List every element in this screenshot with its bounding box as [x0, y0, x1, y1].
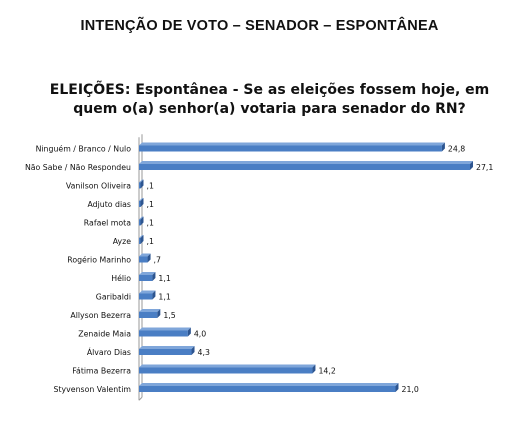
bar-side-face [187, 327, 191, 337]
bar [139, 182, 141, 189]
bar [139, 349, 192, 355]
bar-top-face [139, 364, 316, 368]
y-axis-floor-line [138, 396, 143, 401]
bar-side-face [140, 198, 144, 207]
bar-top-face [139, 235, 144, 238]
data-label: 1,1 [158, 274, 170, 283]
category-label: Styvenson Valentim [54, 385, 131, 394]
bar-side-face [312, 364, 316, 374]
bar-side-face [395, 383, 399, 392]
chart-title-line-2: quem o(a) senhor(a) votaria para senador… [73, 101, 466, 117]
data-label: ,1 [147, 219, 154, 228]
data-label: 4,0 [194, 330, 206, 339]
data-label: ,1 [147, 182, 154, 191]
bar-side-face [157, 309, 161, 318]
chart-title: ELEIÇÕES: Espontânea - Se as eleições fo… [40, 81, 499, 119]
data-label: 4,3 [198, 348, 210, 357]
bar-top-face [139, 327, 191, 331]
bar [139, 312, 158, 318]
bar-top-face [139, 161, 473, 164]
bar-side-face [441, 142, 445, 152]
data-label: 1,5 [163, 311, 175, 320]
bar-top-face [139, 253, 151, 257]
category-label: Álvaro Dias [87, 348, 131, 357]
bar-side-face [140, 216, 144, 226]
bar [139, 256, 148, 263]
data-label: 24,8 [448, 145, 465, 154]
data-label: ,7 [154, 256, 161, 265]
bar [139, 293, 153, 300]
bar-side-face [140, 179, 144, 189]
data-label: 21,0 [401, 385, 418, 394]
category-label: Ninguém / Branco / Nulo [36, 145, 132, 154]
bar [139, 367, 313, 374]
data-label: 1,1 [158, 293, 170, 302]
category-label: Não Sabe / Não Respondeu [25, 163, 131, 172]
bar [139, 164, 470, 170]
bar [139, 201, 141, 207]
bar [139, 275, 153, 281]
category-label: Garibaldi [96, 293, 131, 302]
bar [139, 386, 396, 392]
bar-top-face [139, 198, 144, 201]
category-label: Ayze [113, 237, 132, 246]
bar [139, 330, 188, 337]
bar-top-face [139, 346, 195, 349]
category-label: Fátima Bezerra [72, 367, 131, 376]
category-label: Rogério Marinho [67, 256, 131, 265]
category-label: Hélio [111, 274, 131, 283]
bar-top-face [139, 216, 144, 220]
bar-side-face [191, 346, 195, 355]
category-label: Vanilson Oliveira [66, 182, 131, 191]
data-label: ,1 [147, 237, 154, 246]
data-label: 27,1 [476, 163, 493, 172]
bar-side-face [147, 253, 151, 263]
bar [139, 238, 141, 244]
bar-side-face [140, 235, 144, 244]
bar [139, 145, 442, 152]
bar-top-face [139, 179, 144, 183]
bar-top-face [139, 290, 156, 294]
data-label: ,1 [147, 200, 154, 209]
bar-side-face [470, 161, 473, 170]
category-label: Rafael mota [84, 219, 131, 228]
chart-title-line-1: ELEIÇÕES: Espontânea - Se as eleições fo… [49, 82, 490, 98]
bar-side-face [152, 272, 156, 281]
bar-top-face [139, 272, 156, 275]
bar-top-face [139, 309, 161, 312]
category-label: Zenaide Maia [78, 330, 131, 339]
category-label: Adjuto dias [87, 200, 131, 209]
data-label: 14,2 [318, 367, 335, 376]
bar-top-face [139, 383, 399, 386]
page-heading: INTENÇÃO DE VOTO – SENADOR – ESPONTÂNEA [80, 18, 439, 34]
category-label: Allyson Bezerra [70, 311, 131, 320]
bar [139, 219, 141, 226]
bar-top-face [139, 142, 445, 146]
bar-side-face [152, 290, 156, 300]
